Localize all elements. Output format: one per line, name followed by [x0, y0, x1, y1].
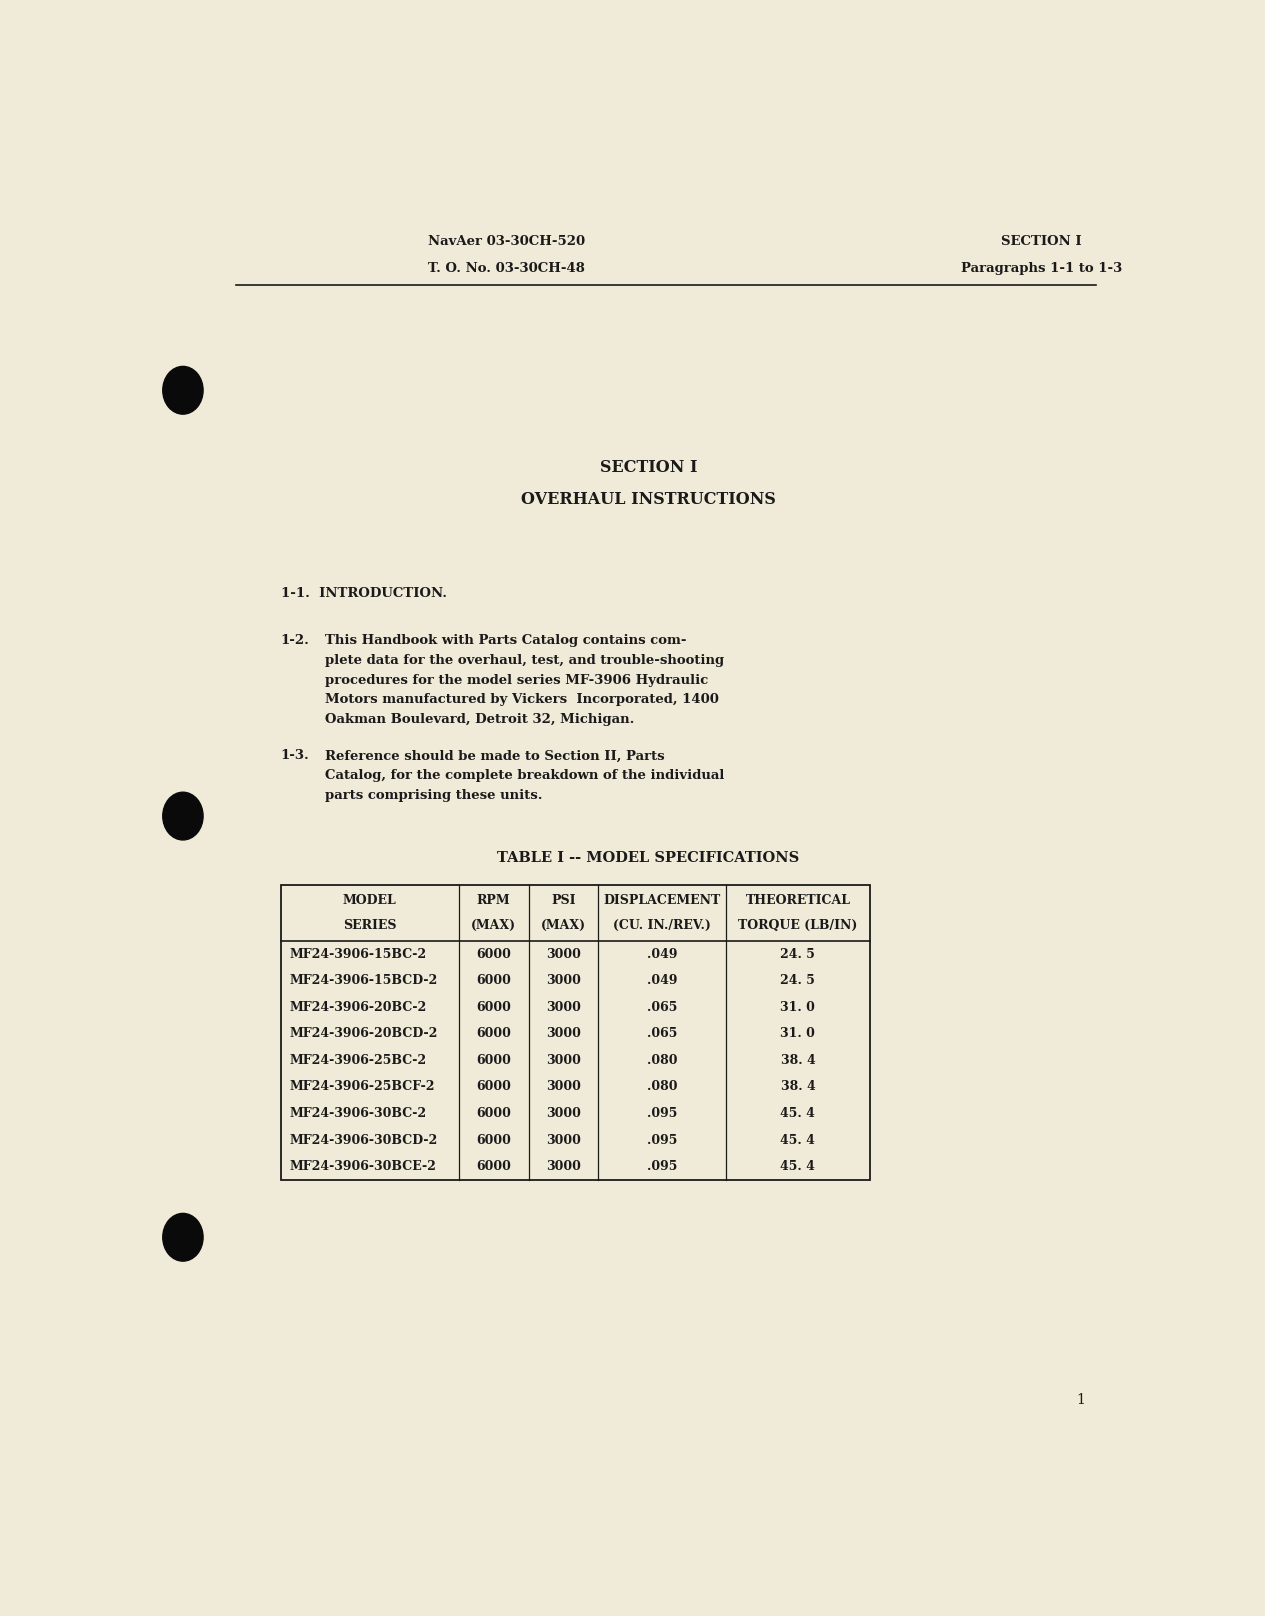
Text: This Handbook with Parts Catalog contains com-: This Handbook with Parts Catalog contain… [325, 635, 686, 648]
Ellipse shape [163, 792, 204, 840]
Text: 3000: 3000 [546, 1160, 581, 1173]
Text: .065: .065 [648, 1028, 678, 1041]
Text: 45. 4: 45. 4 [781, 1160, 816, 1173]
Text: procedures for the model series MF-3906 Hydraulic: procedures for the model series MF-3906 … [325, 674, 708, 687]
Text: .095: .095 [648, 1133, 678, 1147]
Text: Motors manufactured by Vickers  Incorporated, 1400: Motors manufactured by Vickers Incorpora… [325, 693, 719, 706]
Text: MF24-3906-20BC-2: MF24-3906-20BC-2 [290, 1000, 428, 1013]
Text: MODEL: MODEL [343, 894, 396, 907]
Text: MF24-3906-15BCD-2: MF24-3906-15BCD-2 [290, 974, 438, 987]
Text: 6000: 6000 [476, 947, 511, 960]
Text: .095: .095 [648, 1107, 678, 1120]
Text: SERIES: SERIES [343, 920, 396, 932]
Text: parts comprising these units.: parts comprising these units. [325, 789, 543, 802]
Text: MF24-3906-30BCD-2: MF24-3906-30BCD-2 [290, 1133, 438, 1147]
Text: 1-1.  INTRODUCTION.: 1-1. INTRODUCTION. [281, 587, 447, 600]
Text: 1-2.: 1-2. [281, 635, 310, 648]
Text: plete data for the overhaul, test, and trouble-shooting: plete data for the overhaul, test, and t… [325, 654, 724, 667]
Text: 6000: 6000 [476, 1160, 511, 1173]
Text: .049: .049 [646, 947, 678, 960]
Text: TABLE I -- MODEL SPECIFICATIONS: TABLE I -- MODEL SPECIFICATIONS [497, 850, 799, 865]
Text: 6000: 6000 [476, 974, 511, 987]
Text: OVERHAUL INSTRUCTIONS: OVERHAUL INSTRUCTIONS [521, 491, 775, 507]
Text: .080: .080 [646, 1081, 678, 1094]
Text: 6000: 6000 [476, 1054, 511, 1067]
Text: 1: 1 [1077, 1393, 1085, 1408]
Text: 1-3.: 1-3. [281, 750, 310, 763]
Text: Paragraphs 1-1 to 1-3: Paragraphs 1-1 to 1-3 [961, 262, 1122, 275]
Text: MF24-3906-15BC-2: MF24-3906-15BC-2 [290, 947, 428, 960]
Text: 3000: 3000 [546, 1000, 581, 1013]
Text: MF24-3906-30BCE-2: MF24-3906-30BCE-2 [290, 1160, 436, 1173]
Text: DISPLACEMENT: DISPLACEMENT [603, 894, 721, 907]
Text: 3000: 3000 [546, 1054, 581, 1067]
Text: 3000: 3000 [546, 974, 581, 987]
Text: 45. 4: 45. 4 [781, 1107, 816, 1120]
Text: 24. 5: 24. 5 [781, 947, 816, 960]
Text: .049: .049 [646, 974, 678, 987]
Text: 3000: 3000 [546, 1133, 581, 1147]
Bar [281, 886, 869, 1180]
Text: THEORETICAL: THEORETICAL [745, 894, 850, 907]
Text: MF24-3906-25BC-2: MF24-3906-25BC-2 [290, 1054, 428, 1067]
Text: 3000: 3000 [546, 947, 581, 960]
Text: RPM: RPM [477, 894, 511, 907]
Text: 6000: 6000 [476, 1000, 511, 1013]
Ellipse shape [163, 1214, 204, 1260]
Text: 3000: 3000 [546, 1028, 581, 1041]
Text: 45. 4: 45. 4 [781, 1133, 816, 1147]
Text: 38. 4: 38. 4 [781, 1054, 815, 1067]
Text: NavAer 03-30CH-520: NavAer 03-30CH-520 [429, 236, 586, 249]
Text: SECTION I: SECTION I [600, 459, 697, 475]
Text: Reference should be made to Section II, Parts: Reference should be made to Section II, … [325, 750, 664, 763]
Text: SECTION I: SECTION I [1002, 236, 1082, 249]
Text: .095: .095 [648, 1160, 678, 1173]
Text: 6000: 6000 [476, 1028, 511, 1041]
Ellipse shape [163, 367, 204, 414]
Text: T. O. No. 03-30CH-48: T. O. No. 03-30CH-48 [429, 262, 586, 275]
Text: 6000: 6000 [476, 1107, 511, 1120]
Text: 6000: 6000 [476, 1133, 511, 1147]
Text: (MAX): (MAX) [471, 920, 516, 932]
Text: 3000: 3000 [546, 1107, 581, 1120]
Text: 38. 4: 38. 4 [781, 1081, 815, 1094]
Text: PSI: PSI [552, 894, 576, 907]
Text: Catalog, for the complete breakdown of the individual: Catalog, for the complete breakdown of t… [325, 769, 724, 782]
Text: MF24-3906-25BCF-2: MF24-3906-25BCF-2 [290, 1081, 435, 1094]
Text: 31. 0: 31. 0 [781, 1028, 816, 1041]
Text: 6000: 6000 [476, 1081, 511, 1094]
Text: .080: .080 [646, 1054, 678, 1067]
Text: 3000: 3000 [546, 1081, 581, 1094]
Text: 24. 5: 24. 5 [781, 974, 816, 987]
Text: (CU. IN./REV.): (CU. IN./REV.) [614, 920, 711, 932]
Text: TORQUE (LB/IN): TORQUE (LB/IN) [739, 920, 858, 932]
Text: Oakman Boulevard, Detroit 32, Michigan.: Oakman Boulevard, Detroit 32, Michigan. [325, 713, 634, 726]
Text: 31. 0: 31. 0 [781, 1000, 816, 1013]
Text: MF24-3906-30BC-2: MF24-3906-30BC-2 [290, 1107, 428, 1120]
Text: .065: .065 [648, 1000, 678, 1013]
Text: MF24-3906-20BCD-2: MF24-3906-20BCD-2 [290, 1028, 438, 1041]
Text: (MAX): (MAX) [541, 920, 586, 932]
